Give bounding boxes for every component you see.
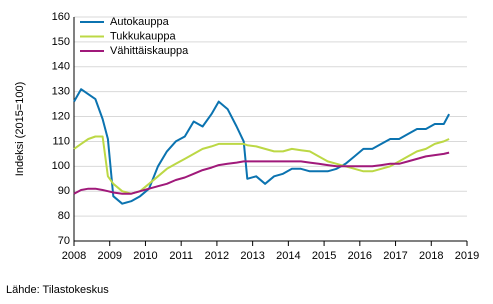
y-tick-label: 110: [52, 135, 70, 147]
y-tick-label: 80: [58, 210, 70, 222]
x-tick-label: 2017: [383, 250, 407, 262]
x-tick-label: 2011: [169, 250, 193, 262]
x-tick-label: 2019: [455, 250, 479, 262]
x-tick-label: 2014: [276, 250, 300, 262]
y-tick-label: 160: [52, 11, 70, 23]
y-tick-label: 70: [58, 235, 70, 247]
source: Lähde: Tilastokeskus: [6, 284, 109, 296]
legend-label: Autokauppa: [110, 16, 170, 28]
y-tick-label: 100: [52, 160, 70, 172]
y-tick-label: 150: [52, 36, 70, 48]
y-tick-label: 90: [58, 185, 70, 197]
legend-label: Tukkukauppa: [110, 30, 177, 42]
legend-label: Vähittäiskauppa: [110, 45, 189, 57]
y-tick-label: 130: [52, 86, 70, 98]
x-tick-label: 2012: [205, 250, 229, 262]
series-line: [73, 151, 450, 195]
y-axis-label: Indeksi (2015=100): [14, 82, 26, 176]
series-line: [73, 88, 450, 205]
x-tick-label: 2018: [419, 250, 443, 262]
x-tick-label: 2009: [97, 250, 121, 262]
x-tick-label: 2015: [312, 250, 336, 262]
y-tick-label: 120: [52, 110, 70, 122]
x-tick-label: 2010: [133, 250, 157, 262]
series-line: [73, 135, 450, 195]
y-tick-label: 140: [52, 61, 70, 73]
x-tick-label: 2008: [62, 250, 86, 262]
x-tick-label: 2013: [240, 250, 264, 262]
x-tick-label: 2016: [348, 250, 372, 262]
